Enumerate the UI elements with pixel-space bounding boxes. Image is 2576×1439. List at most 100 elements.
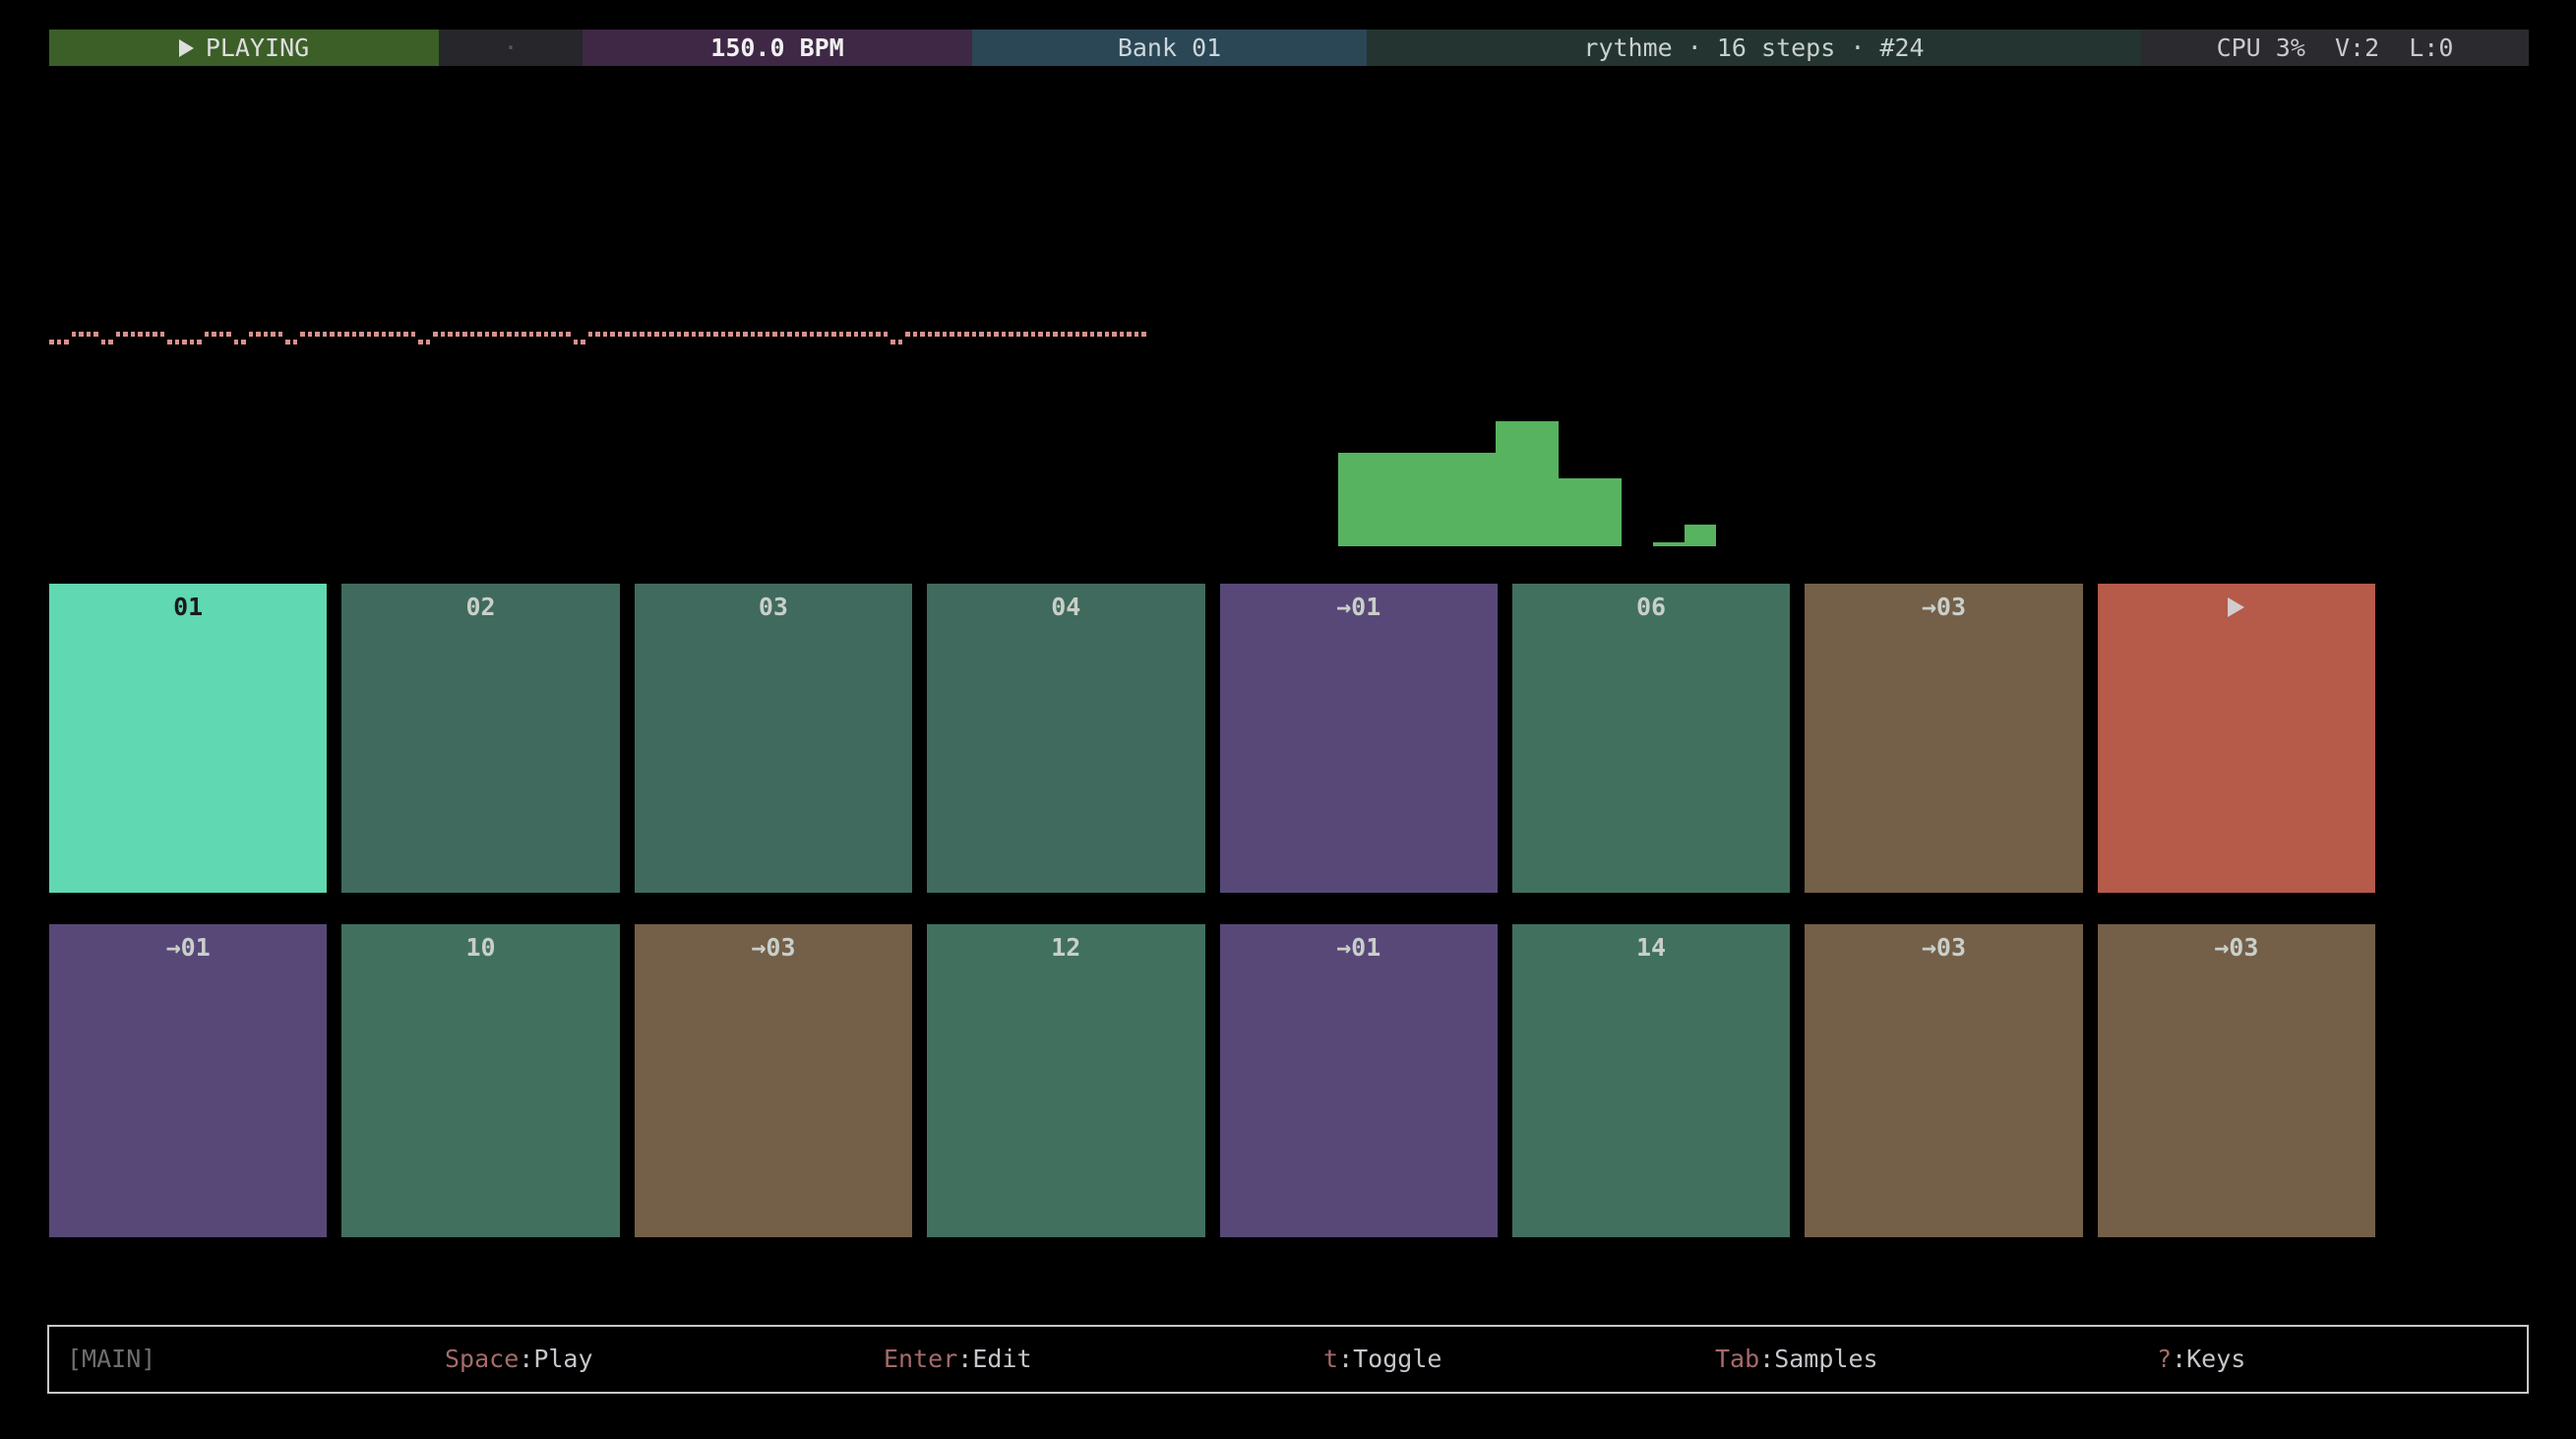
waveform-dot bbox=[226, 332, 231, 337]
key-hint-keys: ?:Keys bbox=[2157, 1327, 2245, 1392]
waveform-dot bbox=[581, 340, 585, 344]
topbar-segment-transport[interactable]: PLAYING bbox=[49, 30, 439, 66]
waveform-dot bbox=[831, 332, 836, 337]
waveform-dot bbox=[735, 332, 740, 337]
waveform-dot bbox=[241, 340, 246, 344]
waveform-dot bbox=[1127, 332, 1132, 337]
pad-label: 10 bbox=[465, 933, 496, 962]
waveform-dot bbox=[625, 332, 630, 337]
waveform-dot bbox=[861, 332, 866, 337]
hint-action: :Edit bbox=[957, 1345, 1032, 1373]
pad-r1c7-ref03[interactable]: →03 bbox=[1805, 584, 2083, 893]
waveform-dot bbox=[1053, 332, 1058, 337]
waveform-dot bbox=[233, 340, 238, 344]
topbar-segment-label: 150.0 BPM bbox=[710, 33, 844, 62]
pad-r1c6-06[interactable]: 06 bbox=[1511, 584, 1791, 893]
waveform-dot bbox=[315, 332, 320, 337]
waveform-dot bbox=[351, 332, 356, 337]
waveform-dot bbox=[772, 332, 777, 337]
pad-r2c5-ref01[interactable]: →01 bbox=[1219, 924, 1498, 1237]
key-hint-play: Space:Play bbox=[445, 1327, 593, 1392]
waveform-dot bbox=[905, 332, 910, 337]
waveform-dot bbox=[330, 332, 335, 337]
waveform-dot bbox=[521, 332, 526, 337]
waveform-dot bbox=[344, 332, 349, 337]
meter-bar bbox=[1464, 453, 1496, 546]
meter-bar bbox=[1338, 453, 1370, 546]
waveform-dot bbox=[950, 332, 954, 337]
waveform-dot bbox=[285, 340, 290, 344]
waveform-dot bbox=[765, 332, 769, 337]
pad-r1c1-01[interactable]: 01 bbox=[49, 584, 328, 893]
topbar-segment-label: Bank 01 bbox=[1117, 33, 1222, 62]
waveform-dot bbox=[477, 332, 482, 337]
waveform-dot bbox=[935, 332, 940, 337]
pad-r1c4-04[interactable]: 04 bbox=[927, 584, 1205, 893]
pad-r2c1-ref01[interactable]: →01 bbox=[49, 924, 328, 1237]
waveform-dot bbox=[705, 332, 710, 337]
pad-label: 02 bbox=[465, 593, 496, 621]
pad-label: 06 bbox=[1636, 593, 1667, 621]
pad-r1c2-02[interactable]: 02 bbox=[341, 584, 620, 893]
waveform-dot bbox=[212, 332, 216, 337]
waveform-dot bbox=[86, 332, 91, 337]
pad-r1c5-ref01[interactable]: →01 bbox=[1219, 584, 1498, 893]
waveform-dot bbox=[699, 332, 704, 337]
waveform-dot bbox=[1045, 332, 1050, 337]
hint-key: Enter bbox=[884, 1345, 958, 1373]
pad-r1c8-playing[interactable] bbox=[2097, 584, 2375, 893]
waveform-dot bbox=[573, 340, 578, 344]
meter-bar bbox=[1496, 421, 1527, 546]
waveform-dot bbox=[676, 332, 681, 337]
pad-r2c6-14[interactable]: 14 bbox=[1511, 924, 1791, 1237]
waveform-dot bbox=[1119, 332, 1124, 337]
hint-action: :Toggle bbox=[1338, 1345, 1442, 1373]
waveform-dot bbox=[743, 332, 748, 337]
pad-label: →01 bbox=[1336, 933, 1381, 962]
meter-bar bbox=[1401, 453, 1433, 546]
pad-r2c4-12[interactable]: 12 bbox=[927, 924, 1205, 1237]
waveform-dot bbox=[779, 332, 784, 337]
waveform-dot bbox=[838, 332, 843, 337]
pad-label: →01 bbox=[1336, 593, 1381, 621]
waveform-dot bbox=[994, 332, 999, 337]
meter-bar bbox=[1590, 478, 1622, 546]
waveform-dot bbox=[728, 332, 733, 337]
waveform-dot bbox=[956, 332, 961, 337]
pad-label: →01 bbox=[165, 933, 211, 962]
waveform-dot bbox=[617, 332, 622, 337]
waveform-dot bbox=[927, 332, 932, 337]
waveform-dot bbox=[661, 332, 666, 337]
pad-label: 04 bbox=[1051, 593, 1081, 621]
hint-key: Tab bbox=[1715, 1345, 1760, 1373]
pad-r2c2-10[interactable]: 10 bbox=[341, 924, 620, 1237]
waveform-dot bbox=[846, 332, 851, 337]
topbar-segment-separator: · bbox=[439, 30, 583, 66]
waveform-dot bbox=[817, 332, 822, 337]
waveform-dot bbox=[632, 332, 637, 337]
topbar-segment-bpm[interactable]: 150.0 BPM bbox=[583, 30, 972, 66]
waveform-dot bbox=[971, 332, 976, 337]
waveform-dot bbox=[720, 332, 725, 337]
waveform-dot bbox=[1104, 332, 1109, 337]
topbar-segment-bank[interactable]: Bank 01 bbox=[972, 30, 1367, 66]
pad-label: →03 bbox=[2214, 933, 2259, 962]
pad-r2c8-ref03[interactable]: →03 bbox=[2097, 924, 2375, 1237]
pad-r1c3-03[interactable]: 03 bbox=[634, 584, 913, 893]
waveform-dot bbox=[809, 332, 814, 337]
waveform-dot bbox=[448, 332, 453, 337]
meter-bar bbox=[1559, 478, 1590, 546]
pad-r2c3-ref03[interactable]: →03 bbox=[634, 924, 913, 1237]
waveform-dot bbox=[1001, 332, 1006, 337]
pad-r2c7-ref03[interactable]: →03 bbox=[1805, 924, 2083, 1237]
top-status-bar: PLAYING · 150.0 BPM Bank 01 rythme · 16 step… bbox=[49, 30, 2529, 66]
waveform-dot bbox=[587, 332, 592, 337]
waveform-dot bbox=[138, 332, 143, 337]
waveform-dot bbox=[307, 332, 312, 337]
waveform-dot bbox=[646, 332, 651, 337]
waveform-dot bbox=[492, 332, 497, 337]
waveform-dot bbox=[381, 332, 386, 337]
play-icon bbox=[178, 38, 194, 57]
waveform-dot bbox=[551, 332, 556, 337]
hint-action: :Samples bbox=[1759, 1345, 1878, 1373]
